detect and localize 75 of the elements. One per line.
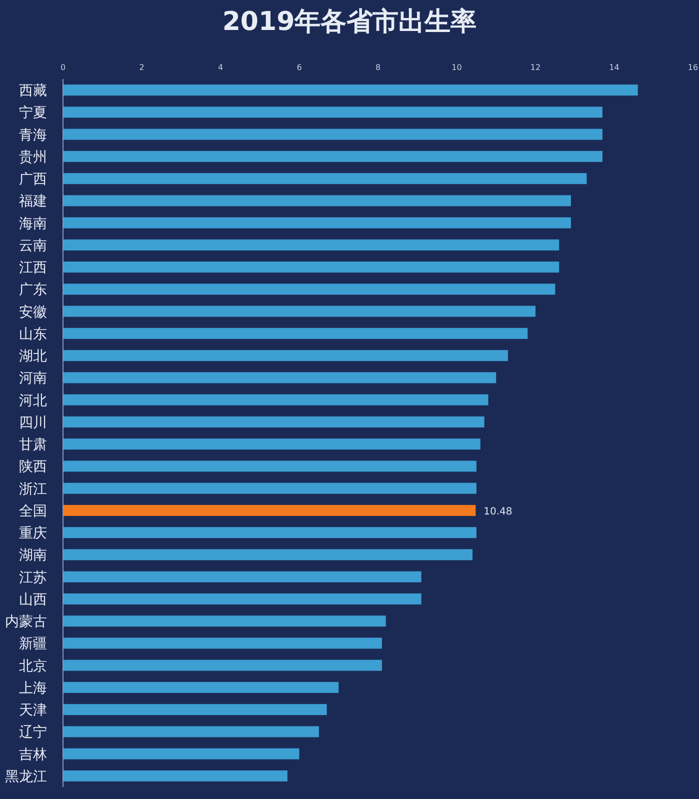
x-tick-label: 6 (296, 63, 302, 72)
y-tick-label: 陕西 (19, 459, 47, 476)
y-tick-label: 江苏 (19, 570, 47, 586)
bar (63, 106, 602, 118)
bar (63, 571, 422, 582)
y-tick-label: 福建 (19, 194, 47, 210)
y-tick-label: 浙江 (19, 481, 47, 498)
bar (63, 262, 560, 273)
x-tick-label: 4 (218, 63, 224, 72)
bar (63, 173, 587, 184)
bar (63, 217, 571, 228)
bar (63, 482, 476, 494)
y-tick-label: 安徽 (19, 304, 47, 320)
y-tick-label: 甘肃 (19, 437, 47, 454)
bar (63, 195, 571, 206)
bar (63, 239, 560, 250)
x-tick-label: 2 (139, 63, 144, 72)
bar (63, 372, 496, 384)
bar (63, 128, 602, 140)
bar (63, 660, 382, 671)
y-tick-label: 贵州 (19, 149, 47, 166)
bar (63, 770, 288, 782)
bar (63, 328, 528, 339)
y-tick-label: 海南 (19, 216, 47, 232)
bar (63, 549, 472, 560)
y-tick-label: 江西 (19, 260, 47, 276)
y-tick-label: 上海 (19, 680, 47, 696)
bar (63, 682, 339, 693)
y-tick-label: 内蒙古 (5, 614, 47, 630)
x-tick-label: 0 (60, 63, 66, 72)
x-tick-label: 8 (375, 63, 381, 72)
x-tick-label: 10 (452, 63, 462, 72)
y-tick-label: 重庆 (19, 526, 47, 542)
bar (63, 593, 422, 604)
x-tick-label: 14 (609, 63, 620, 72)
data-label: 10.48 (484, 506, 512, 518)
y-tick-label: 吉林 (19, 746, 47, 763)
bar (63, 638, 382, 649)
bar (63, 504, 476, 516)
bar (63, 438, 480, 450)
y-tick-label: 天津 (19, 702, 47, 719)
y-tick-label: 湖北 (19, 348, 47, 365)
bar (63, 416, 484, 428)
y-tick-label: 西藏 (19, 83, 47, 100)
y-tick-label: 湖南 (19, 548, 47, 564)
bar (63, 748, 300, 760)
y-tick-label: 河南 (19, 370, 47, 387)
y-tick-label: 山东 (19, 326, 47, 342)
bar (63, 306, 536, 317)
y-tick-label: 新疆 (19, 636, 47, 652)
x-tick-label: 12 (530, 63, 541, 72)
y-tick-label: 广东 (19, 282, 47, 298)
bar (63, 284, 556, 295)
bar (63, 460, 476, 472)
y-tick-label: 四川 (19, 414, 47, 431)
x-tick-label: 16 (688, 63, 698, 72)
y-tick-label: 河北 (19, 392, 47, 409)
bar (63, 704, 327, 716)
y-tick-label: 辽宁 (19, 724, 47, 741)
chart-title: 2019年各省市出生率 (222, 7, 477, 37)
y-tick-label: 云南 (19, 238, 47, 254)
y-tick-label: 北京 (19, 658, 47, 674)
bar (63, 350, 508, 362)
bar (63, 616, 386, 627)
y-tick-label: 广西 (19, 172, 47, 188)
y-tick-label: 黑龙江 (5, 768, 47, 785)
bar (63, 394, 488, 406)
bar (63, 150, 602, 162)
y-tick-label: 青海 (19, 127, 47, 144)
bar (63, 84, 638, 96)
bar (63, 726, 319, 738)
bar (63, 527, 476, 538)
y-tick-label: 全国 (19, 503, 47, 520)
y-tick-label: 宁夏 (19, 105, 47, 122)
y-tick-label: 山西 (19, 592, 47, 608)
